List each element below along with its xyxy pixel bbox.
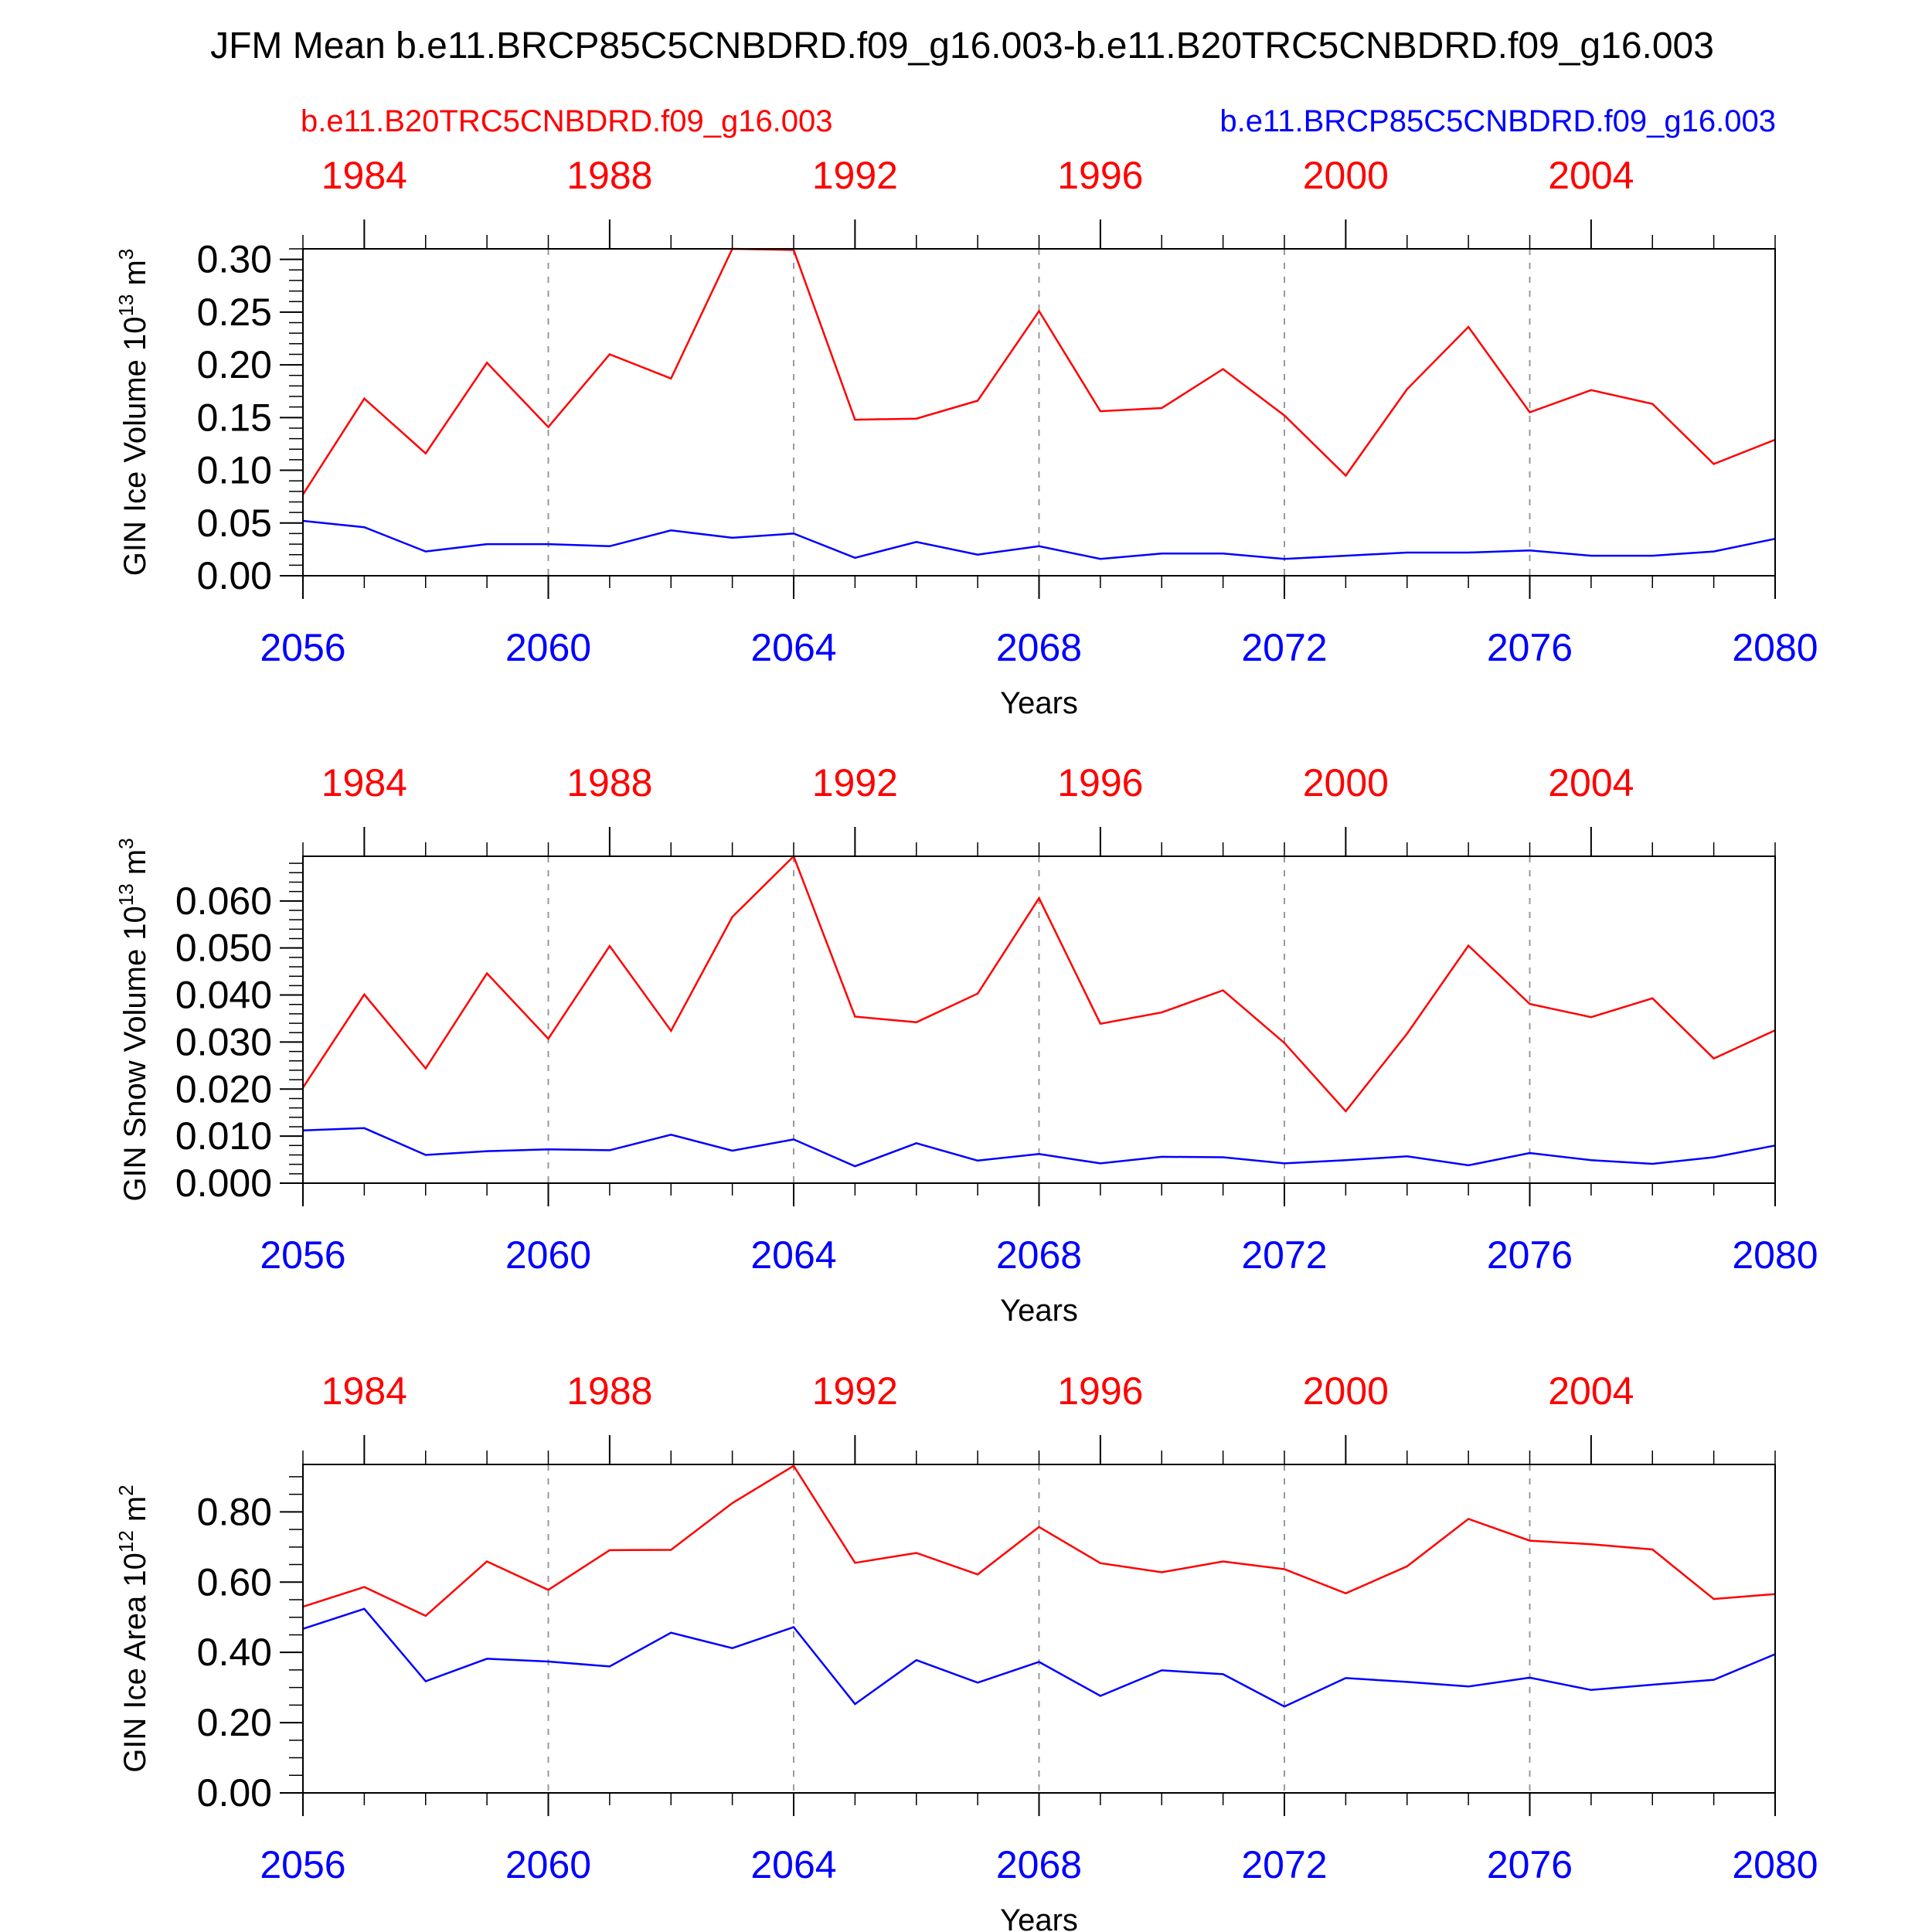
x-axis-label: Years xyxy=(1000,1903,1078,1932)
series-line-blue xyxy=(302,1607,1776,1708)
x-tick-label-bottom: 2072 xyxy=(1241,626,1327,669)
x-tick-label-top: 1984 xyxy=(321,1369,407,1413)
x-tick-label-top: 2004 xyxy=(1548,761,1634,804)
x-tick-label-bottom: 2064 xyxy=(750,1233,836,1277)
y-tick-label: 0.00 xyxy=(197,1771,272,1815)
y-tick-label: 0.20 xyxy=(197,1701,272,1744)
y-tick-label: 0.000 xyxy=(175,1162,272,1205)
y-tick-label: 0.030 xyxy=(175,1020,272,1063)
x-tick-label-bottom: 2068 xyxy=(996,1233,1082,1277)
x-tick-label-bottom: 2080 xyxy=(1732,1843,1818,1886)
x-tick-label-bottom: 2080 xyxy=(1732,1233,1818,1277)
y-tick-label: 0.10 xyxy=(197,449,272,492)
x-tick-label-bottom: 2064 xyxy=(750,1843,836,1886)
y-tick-label: 0.15 xyxy=(197,396,272,439)
x-axis-label: Years xyxy=(1000,1294,1078,1328)
x-tick-label-bottom: 2076 xyxy=(1487,1843,1573,1886)
y-axis-label: GIN Snow Volume 1013 m3 xyxy=(114,838,152,1201)
x-tick-label-bottom: 2060 xyxy=(505,1233,591,1277)
panel-1: 0.00 0.05 0.10 0.15 0.20 0.25 0.30 2056 2060 2064… xyxy=(114,154,1818,720)
x-tick-label-top: 1984 xyxy=(321,761,407,804)
x-tick-label-top: 1992 xyxy=(812,154,898,197)
plot-frame xyxy=(302,248,1776,577)
y-tick-label: 0.20 xyxy=(197,343,272,386)
series-line-red xyxy=(301,854,1776,1113)
x-tick-label-top: 1984 xyxy=(321,154,407,197)
y-axis-label: GIN Ice Volume 1013 m3 xyxy=(114,249,152,577)
series-line-blue xyxy=(302,519,1776,560)
x-tick-label-bottom: 2080 xyxy=(1732,626,1818,669)
x-tick-label-bottom: 2056 xyxy=(260,1843,345,1886)
y-tick-label: 0.00 xyxy=(197,554,272,597)
chart-title: JFM Mean b.e11.BRCP85C5CNBDRD.f09_g16.00… xyxy=(210,26,1714,66)
panel-3: 0.00 0.20 0.40 0.60 0.80 2056 2060 2064 2068 2072… xyxy=(114,1369,1818,1932)
y-axis-label: GIN Ice Area 1012 m2 xyxy=(114,1485,152,1772)
y-tick-label: 0.060 xyxy=(175,879,272,923)
x-tick-label-bottom: 2076 xyxy=(1487,626,1573,669)
y-tick-label: 0.30 xyxy=(197,238,272,281)
x-tick-label-top: 2004 xyxy=(1548,1369,1634,1413)
x-tick-label-top: 1988 xyxy=(566,1369,652,1413)
x-tick-label-bottom: 2076 xyxy=(1487,1233,1573,1277)
x-tick-label-bottom: 2068 xyxy=(996,1843,1082,1886)
x-axis-label: Years xyxy=(1000,686,1078,720)
plot-frame xyxy=(302,855,1776,1184)
x-tick-label-top: 1988 xyxy=(566,761,652,804)
y-tick-label: 0.040 xyxy=(175,974,272,1017)
x-tick-label-top: 1996 xyxy=(1057,154,1143,197)
y-tick-label: 0.05 xyxy=(197,502,272,545)
x-tick-label-bottom: 2056 xyxy=(260,1233,345,1277)
x-tick-label-top: 1992 xyxy=(812,1369,898,1413)
x-tick-label-top: 2000 xyxy=(1303,1369,1389,1413)
x-tick-label-top: 1996 xyxy=(1057,761,1143,804)
x-tick-label-bottom: 2072 xyxy=(1241,1233,1327,1277)
y-tick-label: 0.010 xyxy=(175,1114,272,1158)
y-tick-label: 0.40 xyxy=(197,1631,272,1674)
y-tick-label: 0.80 xyxy=(197,1490,272,1533)
y-tick-label: 0.020 xyxy=(175,1067,272,1111)
x-tick-label-top: 1988 xyxy=(566,154,652,197)
legend-red-series: b.e11.B20TRC5CNBDRD.f09_g16.003 xyxy=(301,104,833,138)
legend-blue-series: b.e11.BRCP85C5CNBDRD.f09_g16.003 xyxy=(1219,104,1776,138)
series-line-red xyxy=(302,1464,1776,1617)
x-tick-label-bottom: 2068 xyxy=(996,626,1082,669)
x-tick-label-bottom: 2060 xyxy=(505,1843,591,1886)
x-tick-label-bottom: 2060 xyxy=(505,626,591,669)
x-tick-label-top: 2004 xyxy=(1548,154,1634,197)
y-tick-label: 0.60 xyxy=(197,1560,272,1604)
x-tick-label-bottom: 2056 xyxy=(260,626,345,669)
y-tick-label: 0.25 xyxy=(197,291,272,334)
y-tick-label: 0.050 xyxy=(175,927,272,970)
x-tick-label-top: 1996 xyxy=(1057,1369,1143,1413)
x-tick-label-top: 2000 xyxy=(1303,154,1389,197)
series-line-blue xyxy=(302,1127,1776,1168)
x-tick-label-top: 1992 xyxy=(812,761,898,804)
x-tick-label-bottom: 2064 xyxy=(750,626,836,669)
x-tick-label-bottom: 2072 xyxy=(1241,1843,1327,1886)
x-tick-label-top: 2000 xyxy=(1303,761,1389,804)
series-line-red xyxy=(301,247,1776,495)
